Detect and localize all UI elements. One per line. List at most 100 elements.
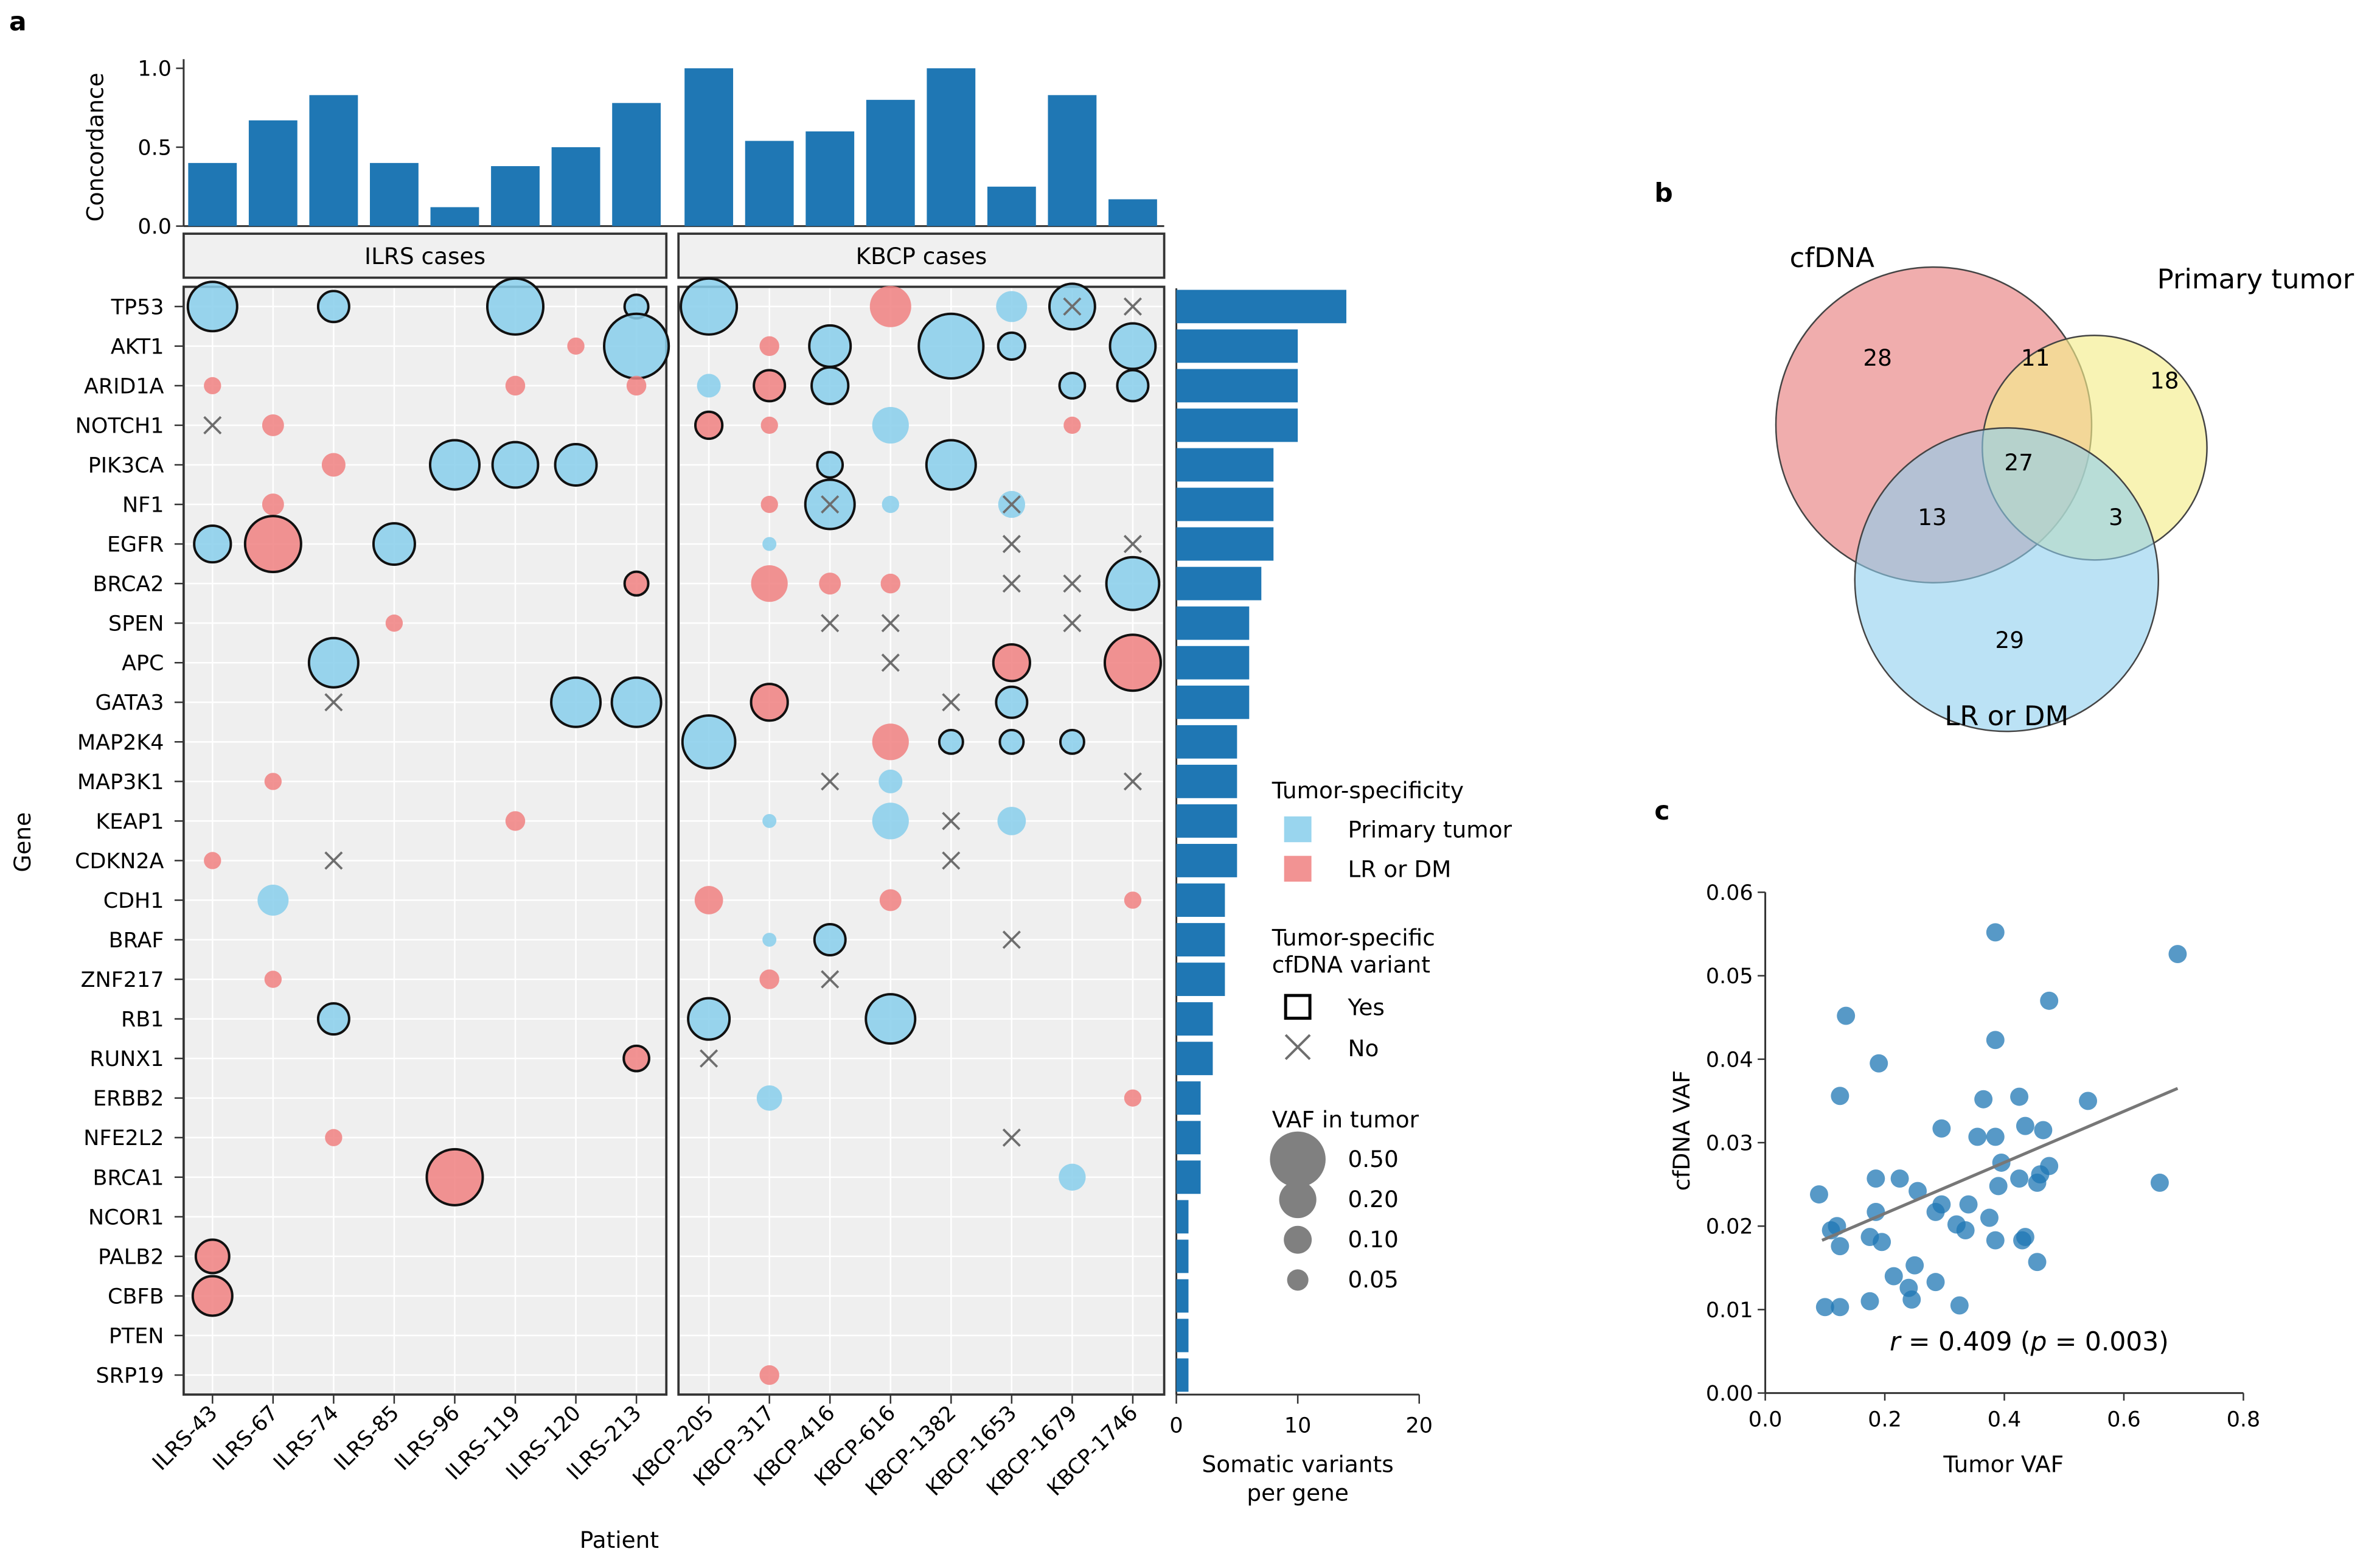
variant-dot-nf1-ilrs-67 <box>262 493 284 515</box>
variant-dot-map2k4-kbcp-1653 <box>998 728 1025 755</box>
vpg-bar-znf217 <box>1176 963 1225 997</box>
scatter-y-label: cfDNA VAF <box>1668 1070 1695 1191</box>
gene-label-cdkn2a: CDKN2A <box>75 849 164 874</box>
variant-dot-tp53-ilrs-74 <box>316 290 350 324</box>
vpg-bar-pik3ca <box>1176 448 1274 482</box>
scatter-point <box>1986 1031 2005 1050</box>
scatter-point <box>1860 1292 1879 1311</box>
variant-dot-brca2-kbcp-1746 <box>1105 555 1161 611</box>
scatter-point <box>1974 1090 1993 1109</box>
scatter-y-tick-label: 0.05 <box>1706 964 1753 989</box>
vpg-bar-nf1 <box>1176 487 1274 521</box>
vaf-scatter-plot: cfDNA VAF Tumor VAF r = 0.409 (p = 0.003… <box>1668 881 2260 1477</box>
concordance-bar-ilrs-74 <box>309 95 358 226</box>
vpg-bar-tp53 <box>1176 290 1346 324</box>
scatter-x-tick-label: 0.2 <box>1868 1407 1902 1432</box>
cross-stroke <box>942 693 961 712</box>
gene-label-keap1: KEAP1 <box>96 810 164 834</box>
concordance-bar-ilrs-67 <box>248 120 298 226</box>
legend-vaf-size-0.50 <box>1270 1131 1326 1188</box>
vpg-bar-runx1 <box>1176 1042 1213 1076</box>
variant-dot-akt1-kbcp-317 <box>759 336 779 357</box>
variant-dot-srp19-kbcp-317 <box>759 1365 779 1385</box>
variant-dot-keap1-kbcp-317 <box>762 813 777 828</box>
variant-cross-tp53-kbcp-1679 <box>1063 297 1082 316</box>
variant-dot-brca1-ilrs-96 <box>425 1147 484 1207</box>
vpg-bar-braf <box>1176 923 1225 956</box>
scatter-point <box>1956 1221 1975 1240</box>
variant-dot-map3k1-ilrs-67 <box>264 773 282 790</box>
venn-label-lr-dm: LR or DM <box>1944 700 2069 732</box>
variant-cross-runx1-kbcp-205 <box>700 1049 719 1068</box>
concordance-y-tick-label: 0.0 <box>137 215 172 239</box>
cross-stroke <box>942 851 961 870</box>
strip-ilrs-label: ILRS cases <box>364 243 485 270</box>
gene-label-braf: BRAF <box>109 928 164 953</box>
vpg-bar-erbb2 <box>1176 1081 1201 1115</box>
scatter-y-tick-label: 0.04 <box>1706 1048 1753 1072</box>
legend-no-marker <box>1284 1034 1311 1060</box>
variant-cross-nf1-kbcp-416 <box>821 495 840 514</box>
scatter-point <box>1959 1195 1978 1214</box>
concordance-bar-kbcp-317 <box>745 141 794 226</box>
variant-cross-apc-kbcp-616 <box>881 653 900 672</box>
variant-cross-nf1-kbcp-1653 <box>1002 495 1021 514</box>
concordance-bar-ilrs-120 <box>551 147 600 226</box>
variant-dot-gata3-kbcp-1653 <box>995 685 1029 719</box>
variant-dot-nf1-kbcp-317 <box>760 495 778 514</box>
scatter-point <box>2016 1116 2034 1135</box>
strip-ilrs <box>183 232 668 279</box>
vpg-bar-pten <box>1176 1318 1189 1353</box>
cross-stroke <box>881 653 900 672</box>
variant-dot-pik3ca-kbcp-1382 <box>925 439 977 491</box>
concordance-bar-chart: Concordance 0.0 0.5 1.0 <box>82 57 1164 239</box>
gene-label-pten: PTEN <box>109 1324 164 1348</box>
venn-count-cfdna-primary: 11 <box>2021 344 2050 371</box>
scatter-point <box>2010 1087 2029 1106</box>
variant-dot-arid1a-kbcp-416 <box>810 366 850 405</box>
venn-label-primary: Primary tumor <box>2157 263 2354 295</box>
variant-dot-akt1-kbcp-1746 <box>1108 322 1157 371</box>
vpg-bar-palb2 <box>1176 1239 1189 1273</box>
variant-dot-egfr-ilrs-85 <box>372 522 416 566</box>
scatter-point <box>1989 1177 2008 1196</box>
scatter-point <box>1950 1296 1969 1315</box>
gene-label-tp53: TP53 <box>111 295 164 319</box>
legend-vaf-sizes: 0.50 0.20 0.10 0.05 <box>1270 1131 1399 1293</box>
vpg-x-tick-label: 0 <box>1169 1413 1183 1438</box>
patient-label-ilrs-85: ILRS-85 <box>330 1401 404 1475</box>
variant-dot-plot: TP53 AKT1 ARID1A NOTCH1 PIK3CA NF1 EGFR BRCA2 SP… <box>9 277 1166 1553</box>
cross-stroke <box>1002 574 1021 593</box>
cross-stroke <box>1002 495 1021 514</box>
concordance-bar-kbcp-1653 <box>987 186 1036 226</box>
variant-dot-keap1-kbcp-1653 <box>997 807 1026 835</box>
gene-label-spen: SPEN <box>108 612 164 636</box>
variant-cross-keap1-kbcp-1382 <box>942 812 961 830</box>
legend-vaf-label-0.10: 0.10 <box>1348 1226 1398 1253</box>
gene-label-runx1: RUNX1 <box>89 1047 164 1071</box>
variant-dot-braf-kbcp-416 <box>813 923 847 957</box>
concordance-bar-kbcp-1746 <box>1108 199 1157 226</box>
cross-stroke <box>1063 574 1082 593</box>
scatter-x-tick-label: 0.4 <box>1988 1407 2022 1432</box>
variant-dot-gata3-ilrs-213 <box>610 676 663 728</box>
concordance-y-tick-label: 1.0 <box>137 57 172 82</box>
variant-dot-gata3-ilrs-120 <box>550 676 602 728</box>
patient-label-ilrs-43: ILRS-43 <box>148 1401 222 1475</box>
scatter-point <box>1986 1231 2005 1250</box>
variant-dot-cdh1-kbcp-616 <box>879 889 902 911</box>
gene-label-ncor1: NCOR1 <box>88 1205 164 1230</box>
variant-dot-gata3-kbcp-317 <box>750 683 789 722</box>
concordance-bar-ilrs-213 <box>612 103 661 226</box>
vpg-x-label-line2: per gene <box>1247 1480 1349 1506</box>
legend-cfdna-title-2: cfDNA variant <box>1272 952 1430 978</box>
legend-vaf-label-0.05: 0.05 <box>1348 1266 1398 1293</box>
scatter-point <box>1810 1185 1828 1204</box>
cross-stroke <box>1123 772 1142 791</box>
gene-label-gata3: GATA3 <box>96 691 164 716</box>
legend-no-label: No <box>1348 1035 1379 1062</box>
variant-cross-notch1-ilrs-43 <box>203 416 222 434</box>
strip-kbcp-label: KBCP cases <box>856 243 987 270</box>
legend-tumor-specificity-title: Tumor-specificity <box>1272 777 1464 804</box>
variant-dot-egfr-ilrs-67 <box>243 515 302 574</box>
